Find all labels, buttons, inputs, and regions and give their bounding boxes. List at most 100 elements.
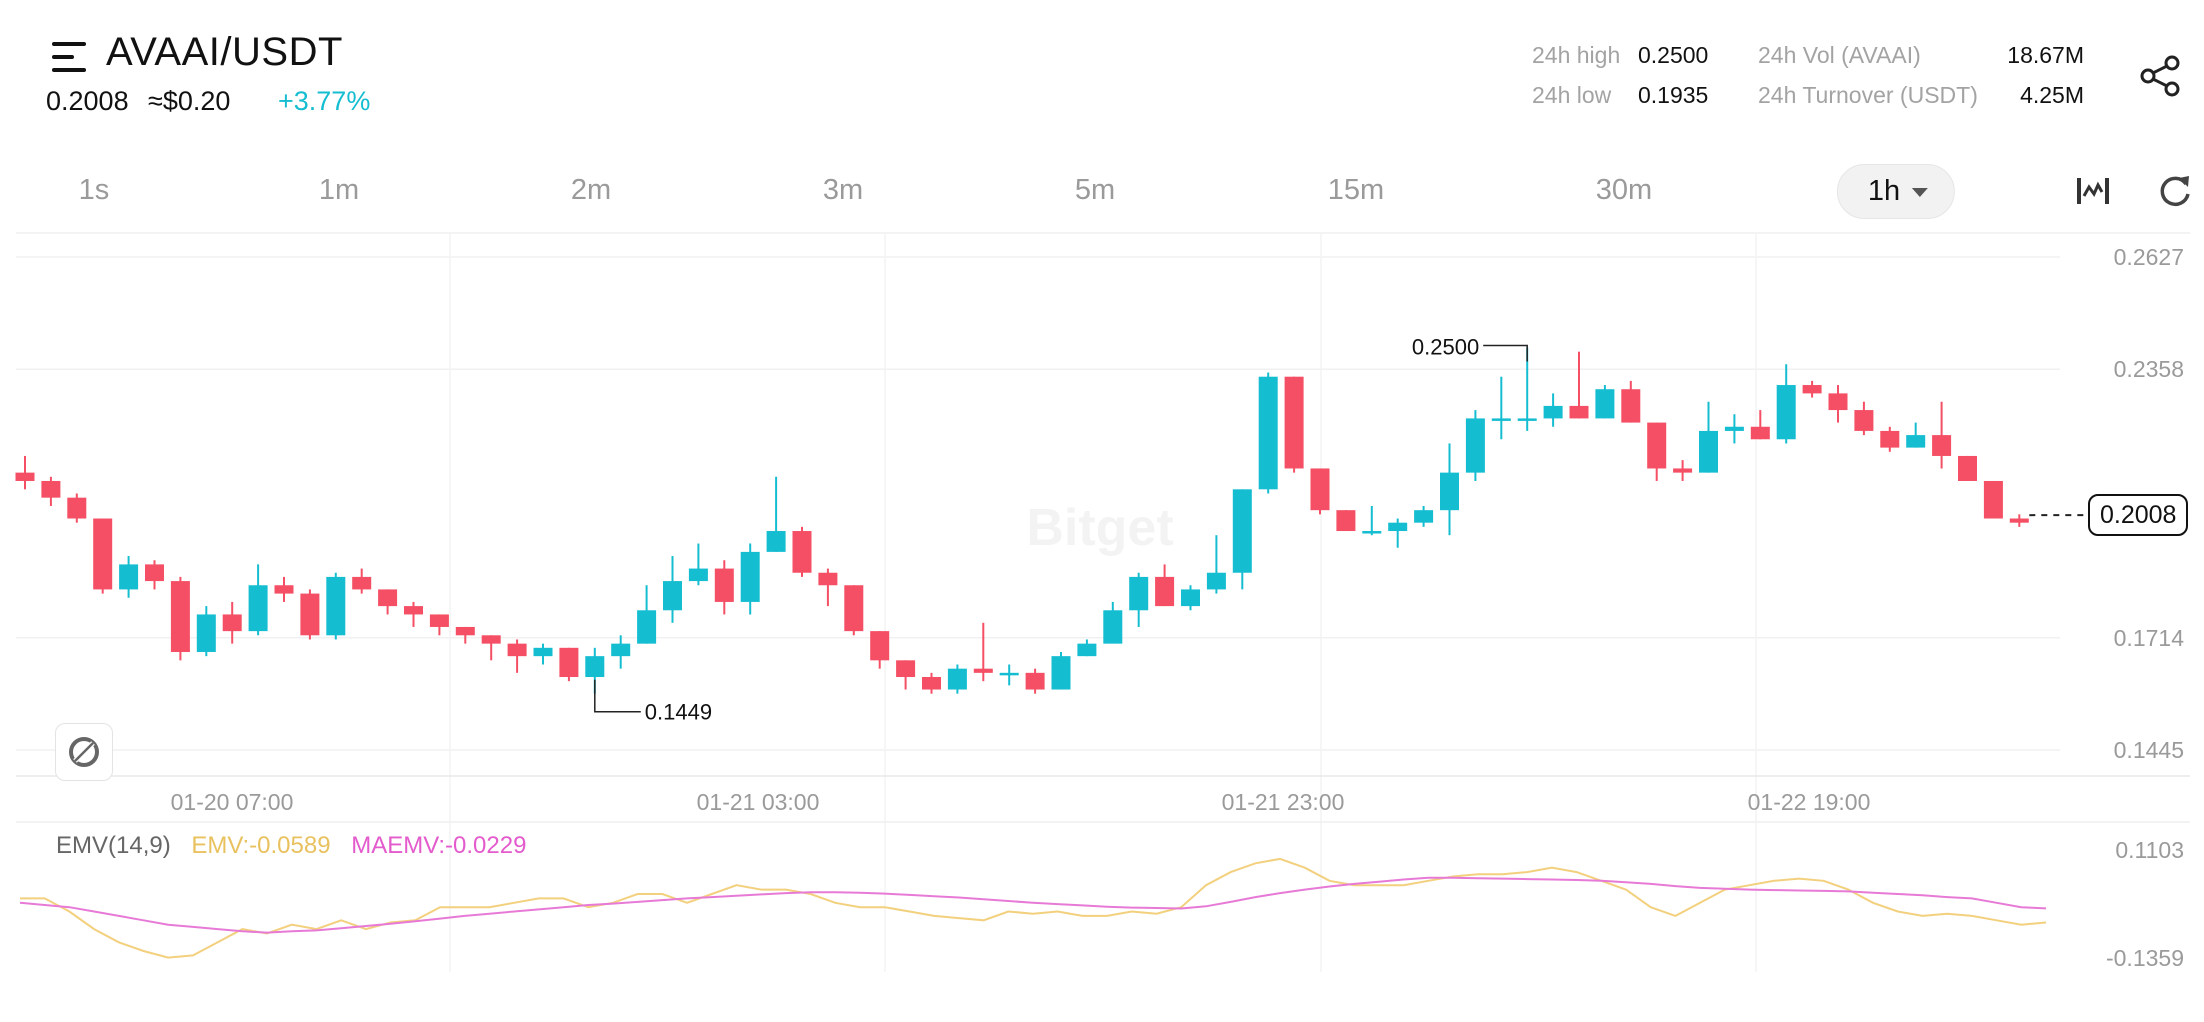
candle: [1983, 480, 2003, 519]
candle: [1802, 380, 1822, 398]
chart-settings-icon[interactable]: [2074, 172, 2112, 210]
menu-icon[interactable]: [52, 40, 90, 74]
candle-body: [1025, 672, 1045, 690]
tab-3m[interactable]: 3m: [822, 174, 864, 206]
candle-body: [1362, 531, 1382, 534]
candle-body: [1750, 426, 1770, 440]
emv-line: [20, 857, 2047, 959]
candle: [1958, 455, 1977, 481]
share-icon[interactable]: [2138, 54, 2182, 98]
price-change: +3.77%: [278, 86, 371, 116]
low-marker-line: [594, 679, 641, 713]
candle-body: [2009, 518, 2029, 523]
candle-body: [585, 656, 605, 678]
high-marker-label: 0.2500: [1412, 335, 1479, 360]
candle-body: [1880, 430, 1900, 448]
candle-body: [1258, 376, 1278, 490]
high-label: 24h high: [1532, 42, 1621, 68]
candle-body: [818, 572, 838, 586]
indicator-tick-label: -0.1359: [2106, 945, 2184, 971]
low-label: 24h low: [1532, 82, 1612, 108]
candle: [145, 560, 164, 590]
tab-30m[interactable]: 30m: [1595, 174, 1653, 206]
candle-body: [1232, 489, 1252, 573]
time-tick-label: 01-21 23:00: [1222, 789, 1345, 815]
candle: [1932, 401, 1952, 469]
candle: [1362, 506, 1382, 536]
candle: [870, 631, 890, 669]
candle-body: [170, 581, 190, 652]
candle-body: [1802, 385, 1822, 394]
candle: [119, 556, 139, 598]
candle-body: [1595, 389, 1615, 419]
high-marker-line: [1483, 344, 1528, 362]
candle: [637, 585, 657, 644]
candle-body: [1776, 385, 1796, 440]
high-value: 0.2500: [1638, 42, 1709, 68]
candles: [15, 347, 2029, 694]
candle-body: [1699, 430, 1718, 473]
candle-body: [1906, 435, 1926, 448]
candle-body: [145, 564, 164, 582]
candle-body: [93, 518, 113, 590]
candle-body: [429, 614, 449, 627]
candle-body: [41, 480, 61, 498]
candle: [170, 576, 190, 661]
tab-1h-dropdown[interactable]: 1h: [1836, 164, 1956, 219]
candle: [1232, 489, 1252, 590]
candle: [714, 560, 734, 615]
candle-body: [1181, 589, 1200, 607]
tab-1m[interactable]: 1m: [318, 174, 360, 206]
candle: [1258, 372, 1278, 494]
candle: [896, 660, 916, 690]
candle: [611, 635, 631, 669]
candle-body: [67, 497, 87, 519]
time-tick-label: 01-22 19:00: [1748, 789, 1871, 815]
candle-body: [507, 643, 527, 657]
candle: [1310, 468, 1330, 515]
reset-view-button[interactable]: [55, 723, 113, 781]
candle: [1699, 401, 1718, 473]
candle: [274, 576, 294, 602]
candle: [688, 543, 708, 586]
candle: [1906, 422, 1926, 448]
emv-value: EMV:-0.0589: [191, 832, 331, 859]
candle: [1103, 601, 1123, 644]
tab-1s[interactable]: 1s: [78, 174, 110, 206]
candle: [559, 647, 579, 682]
candle-body: [196, 614, 216, 652]
emv-indicator: 0.1103 -0.1359: [19, 837, 2184, 971]
candle-body: [1621, 389, 1641, 423]
candle-body: [300, 593, 320, 636]
candle-body: [1077, 643, 1097, 657]
price-tick-label: 0.1445: [2114, 737, 2184, 763]
candle-body: [352, 576, 372, 590]
candle-body: [326, 576, 346, 636]
candle-body: [844, 585, 864, 632]
candle: [999, 664, 1019, 686]
candle-body: [896, 660, 916, 678]
candle-body: [1673, 468, 1693, 473]
time-tick-label: 01-20 07:00: [171, 789, 294, 815]
candle: [844, 585, 864, 636]
candle-body: [1103, 610, 1123, 644]
tab-5m[interactable]: 5m: [1074, 174, 1116, 206]
price-tick-label: 0.2627: [2114, 244, 2184, 270]
tab-15m[interactable]: 15m: [1327, 174, 1385, 206]
candle: [1491, 376, 1511, 440]
candle: [67, 493, 87, 523]
trading-pair[interactable]: AVAAI/USDT: [106, 30, 343, 74]
candle-body: [947, 668, 967, 690]
tab-2m[interactable]: 2m: [570, 174, 612, 206]
candle-body: [740, 551, 760, 602]
candle: [533, 643, 553, 665]
candle: [15, 455, 35, 490]
candle-body: [15, 472, 35, 481]
candle: [1647, 422, 1667, 481]
refresh-icon[interactable]: [2156, 172, 2194, 210]
candle-body: [481, 635, 501, 644]
candle: [818, 568, 838, 607]
candle: [1880, 426, 1900, 452]
low-value: 0.1935: [1638, 82, 1709, 108]
